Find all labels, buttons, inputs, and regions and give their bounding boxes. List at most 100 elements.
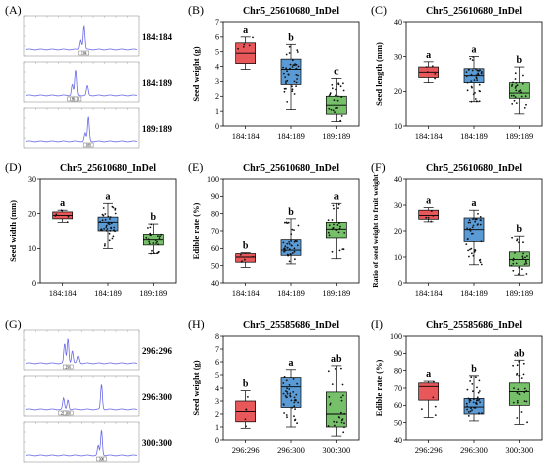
data-point — [466, 89, 469, 92]
data-point — [479, 90, 481, 93]
data-point — [293, 240, 296, 243]
data-point — [336, 99, 339, 102]
data-point — [289, 63, 292, 66]
data-point — [327, 231, 330, 234]
y-tick-label: 1 — [215, 107, 219, 116]
data-point — [522, 241, 524, 244]
data-point — [526, 255, 528, 257]
data-point — [150, 252, 153, 255]
data-point — [328, 396, 331, 398]
data-point — [477, 391, 480, 394]
significance-letter: a — [426, 369, 431, 380]
x-tick-label: 184:189 — [460, 288, 488, 298]
data-point — [520, 91, 522, 94]
data-point — [477, 223, 479, 225]
data-point — [467, 411, 470, 413]
size-marker: 189 — [70, 97, 76, 101]
data-point — [294, 408, 296, 410]
data-point — [471, 69, 474, 72]
box-184-184: 184:184 a — [415, 196, 444, 298]
size-marker-box — [62, 364, 74, 370]
data-point — [465, 243, 468, 245]
data-point — [153, 252, 155, 255]
data-point — [473, 79, 476, 81]
significance-letter: b — [471, 364, 477, 375]
data-point — [472, 93, 475, 96]
data-point — [335, 229, 338, 231]
size-marker: 300 — [65, 411, 71, 415]
box-189-189: 189:189 c — [322, 66, 350, 141]
data-point — [515, 262, 518, 265]
data-point — [521, 82, 524, 85]
data-point — [477, 73, 480, 76]
data-point — [514, 87, 517, 89]
data-point — [114, 209, 117, 211]
data-point — [293, 93, 296, 95]
data-point — [294, 63, 296, 65]
data-point — [105, 226, 108, 228]
data-point — [473, 251, 476, 253]
panel-d: (D) Chr5_25610680_InDel Seed width (mm) 0 10… — [5, 160, 177, 298]
data-point — [289, 395, 292, 398]
significance-letter: b — [288, 32, 294, 43]
data-point — [148, 240, 151, 243]
data-point — [289, 392, 292, 395]
trace-line — [25, 429, 138, 457]
data-point — [103, 244, 106, 247]
data-point — [331, 87, 334, 90]
data-point — [149, 226, 152, 229]
data-point — [156, 240, 159, 243]
data-point — [470, 247, 473, 250]
data-point — [523, 107, 526, 109]
data-point — [328, 95, 331, 97]
chart-title: Chr5_25585686_InDel — [243, 320, 339, 331]
data-point — [285, 87, 287, 90]
y-tick-label: 7 — [215, 18, 219, 27]
data-point — [512, 364, 514, 367]
data-point — [336, 224, 339, 226]
data-point — [514, 96, 517, 98]
data-point — [518, 266, 521, 269]
data-point — [296, 382, 299, 385]
data-point — [515, 89, 518, 92]
data-point — [434, 414, 437, 416]
significance-letter: b — [151, 212, 157, 223]
data-point — [512, 81, 514, 84]
y-tick-label: 1 — [215, 423, 219, 432]
data-point — [340, 419, 343, 422]
data-point — [510, 94, 513, 97]
data-point — [475, 403, 478, 405]
data-point — [431, 65, 434, 68]
data-point — [513, 387, 515, 389]
data-point — [283, 376, 286, 378]
data-point — [104, 243, 106, 245]
data-point — [291, 228, 294, 231]
data-point — [473, 406, 475, 409]
data-point — [340, 396, 342, 399]
box-184-189: 184:189 a — [460, 45, 488, 141]
data-point — [340, 411, 342, 414]
data-point — [470, 80, 473, 82]
data-point — [477, 213, 479, 215]
data-point — [340, 421, 343, 424]
data-point — [107, 222, 110, 225]
data-point — [291, 85, 293, 88]
data-point — [282, 66, 284, 69]
data-point — [338, 249, 341, 252]
data-point — [295, 68, 297, 70]
data-point — [292, 64, 295, 67]
data-point — [293, 229, 295, 231]
data-point — [479, 401, 481, 404]
panel-h: (H) Chr5_25585686_InDel Seed weight (g) 0 1 2… — [188, 317, 360, 455]
data-point — [286, 396, 288, 398]
data-point — [295, 63, 298, 66]
data-point — [473, 398, 475, 401]
y-tick-label: 3 — [215, 77, 219, 86]
data-point — [239, 253, 242, 256]
data-point — [331, 250, 334, 253]
data-point — [476, 399, 478, 402]
data-point — [430, 210, 433, 212]
size-marker: 300 — [99, 457, 105, 461]
data-point — [480, 72, 483, 75]
data-point — [108, 239, 111, 242]
